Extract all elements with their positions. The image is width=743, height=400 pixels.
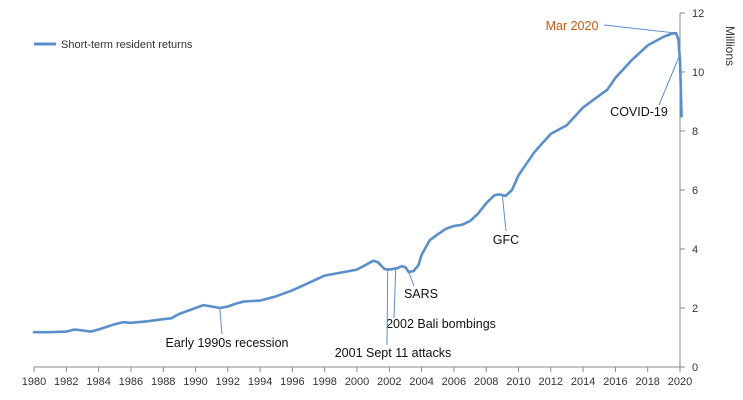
annotation-leader-line — [603, 24, 677, 34]
y-tick-label: 0 — [692, 362, 698, 374]
x-tick-label: 1982 — [54, 376, 78, 388]
x-tick-label: 2016 — [603, 376, 627, 388]
y-tick-label: 8 — [692, 126, 698, 138]
y-tick-label: 2 — [692, 303, 698, 315]
x-tick-label: 1980 — [22, 376, 46, 388]
y-tick-label: 10 — [692, 67, 704, 79]
legend-label: Short-term resident returns — [61, 39, 193, 51]
x-tick-label: 2012 — [539, 376, 563, 388]
annotation-label: GFC — [493, 233, 519, 247]
annotation-label: COVID-19 — [610, 105, 668, 119]
x-tick-label: 2006 — [442, 376, 466, 388]
x-tick-label: 2004 — [409, 376, 433, 388]
annotation-leader-line — [393, 268, 397, 319]
chart-axes: 1980 1982 1984 1986 1988 1990 1992 1994 1996 1998… — [22, 8, 737, 388]
x-tick-label: 1988 — [151, 376, 175, 388]
x-tick-label: 1986 — [119, 376, 143, 388]
annotation-label: SARS — [404, 287, 438, 301]
annotations-group: Mar 2020 COVID-19 GFC SARS 2002 Bali bombing… — [166, 19, 681, 360]
y-tick-label: 4 — [692, 244, 698, 256]
x-tick-label: 1984 — [86, 376, 110, 388]
x-tick-label: 1996 — [280, 376, 304, 388]
y-axis-label: Millions — [723, 26, 737, 66]
chart-legend: Short-term resident returns — [34, 39, 193, 51]
x-tick-label: 1990 — [183, 376, 207, 388]
x-tick-label: 2014 — [571, 376, 595, 388]
y-tick-label: 6 — [692, 185, 698, 197]
annotation-leader-line — [219, 307, 223, 335]
x-tick-label: 1994 — [248, 376, 272, 388]
annotation-leader-line — [501, 195, 507, 232]
annotation-leader-line — [408, 271, 415, 287]
x-tick-label: 2020 — [668, 376, 692, 388]
series-line — [32, 31, 683, 334]
x-tick-label: 2002 — [377, 376, 401, 388]
annotation-label: Mar 2020 — [546, 19, 599, 33]
x-tick-label: 2000 — [345, 376, 369, 388]
x-tick-label: 2008 — [474, 376, 498, 388]
annotation-label: Early 1990s recession — [166, 336, 289, 350]
series-group — [32, 31, 683, 334]
x-tick-label: 1998 — [312, 376, 336, 388]
x-tick-label: 1992 — [216, 376, 240, 388]
annotation-label: 2001 Sept 11 attacks — [335, 346, 452, 360]
annotation-leader-line — [658, 54, 681, 106]
x-tick-label: 2018 — [635, 376, 659, 388]
x-tick-label: 2010 — [506, 376, 530, 388]
annotation-leader-line — [386, 269, 389, 346]
annotation-label: 2002 Bali bombings — [386, 317, 496, 331]
y-tick-label: 12 — [692, 8, 704, 20]
